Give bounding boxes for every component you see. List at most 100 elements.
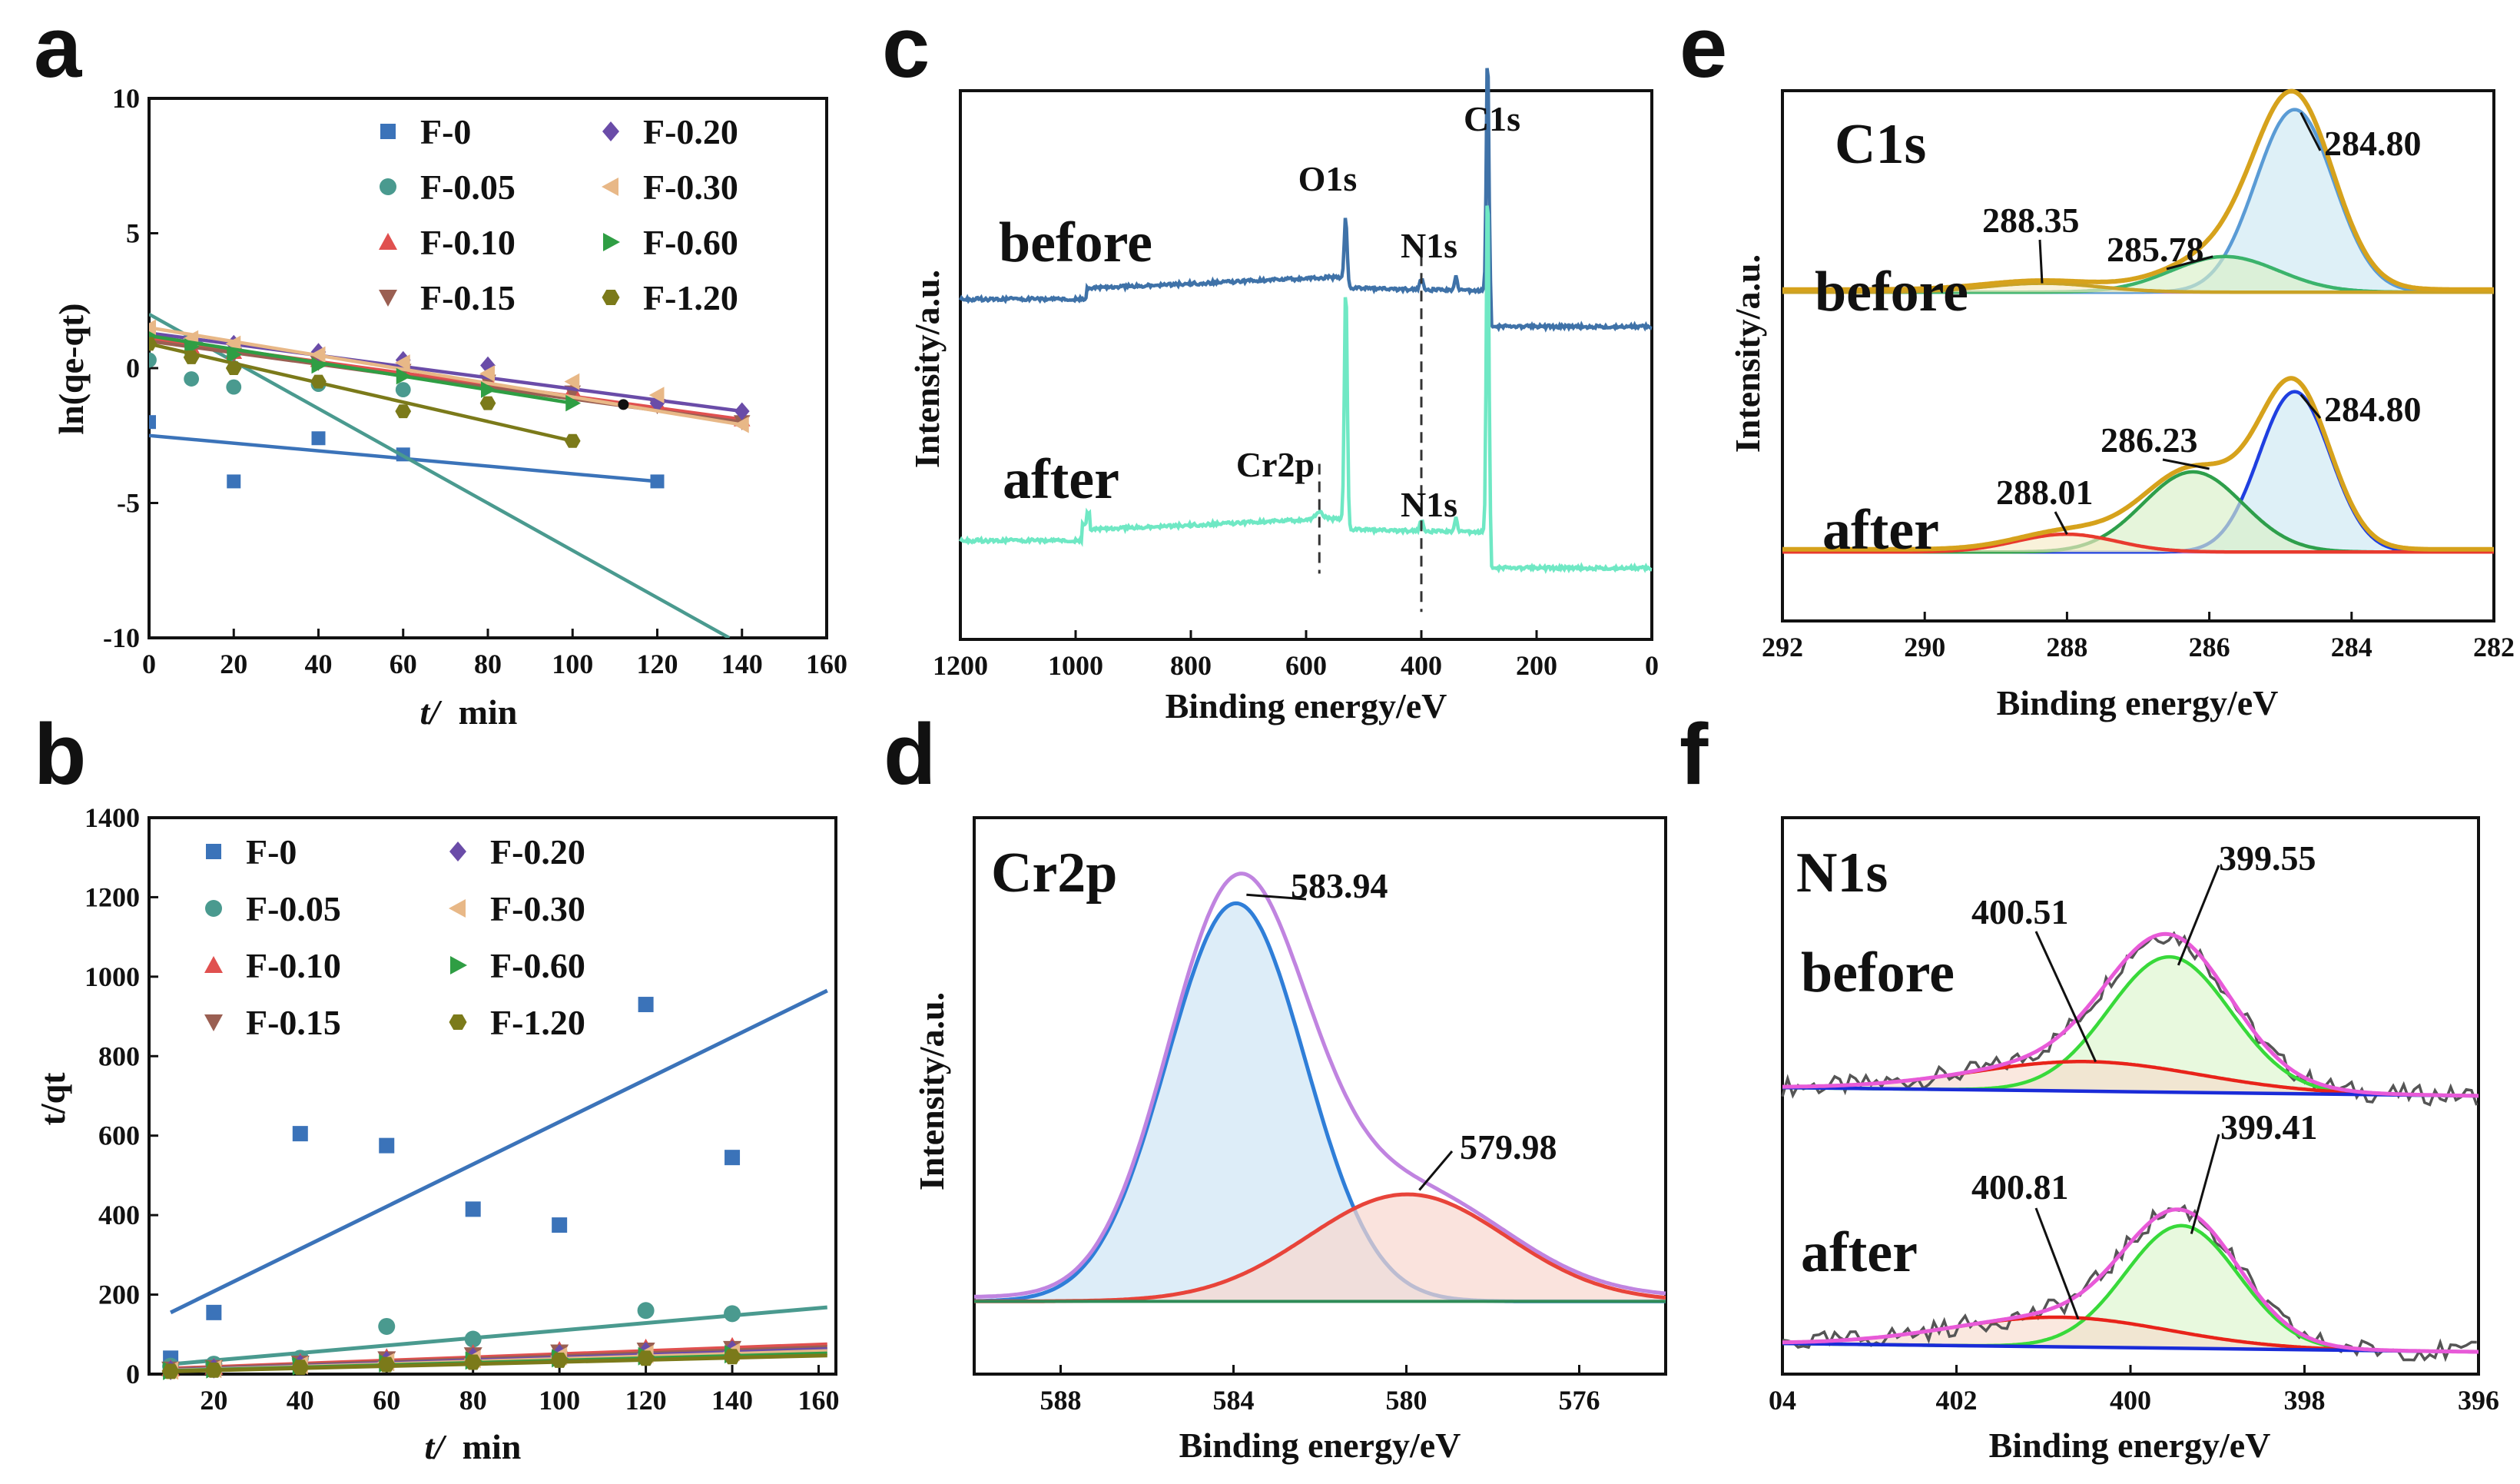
peak-value-before-399-55: 399.55: [2219, 838, 2316, 878]
peak-value-after-400-81: 400.81: [1971, 1167, 2069, 1207]
x-tick-label: 140: [711, 1385, 753, 1416]
envelope-curve: [974, 871, 1666, 1299]
inset-title-n1s: N1s: [1796, 842, 1888, 905]
peak-value-before-288-35: 288.35: [1982, 201, 2080, 240]
x-tick-label: 290: [1904, 632, 1945, 662]
peak-value-after-288-01: 288.01: [1996, 473, 2094, 512]
legend-marker-F-1.20: [449, 1014, 467, 1030]
peak-label-n1s-before: N1s: [1401, 226, 1457, 265]
y-tick-label: 0: [126, 1359, 140, 1389]
x-tick-label: 576: [1559, 1385, 1600, 1416]
legend-label-F-0: F-0: [246, 832, 297, 871]
panel-f: f 04 402 400 398 396 N1s before after 399.55 400.5…: [1679, 706, 2499, 1465]
x-axis-label-a: min: [459, 692, 518, 732]
x-axis-label-b: min: [463, 1427, 522, 1466]
x-tick-label: 580: [1386, 1385, 1427, 1416]
peak-fill-before-399.55: [1782, 957, 2479, 1096]
y-tick-label: -5: [117, 488, 140, 519]
leader-583: [1246, 893, 1307, 901]
x-tick-label: 60: [390, 649, 417, 679]
legend-label-F-0.10: F-0.10: [246, 946, 341, 985]
point-F-1.20: [161, 1363, 180, 1379]
stray-dot: [618, 399, 629, 410]
point-F-0.30: [310, 346, 326, 364]
point-F-1.20: [377, 1356, 396, 1373]
y-tick-label: -10: [103, 622, 140, 653]
curve-label-before: before: [1815, 261, 1968, 324]
legend-marker-F-0.10: [379, 233, 397, 250]
panel-d: d 588 584 580 576 Cr2p 583.94 579.98 Binding ene…: [884, 706, 1667, 1465]
x-tick-label: 284: [2331, 632, 2372, 662]
curve-label-before: before: [1801, 941, 1955, 1004]
y-tick-label: 1200: [85, 881, 140, 912]
legend-label-F-0.15: F-0.15: [420, 278, 516, 317]
peak-curve-before-288.35: [1782, 281, 2494, 294]
panel-a: a 0 20 40 60 80 100 120 140 160 10 5 0 -5 -10 F-0 F-0.05…: [34, 0, 847, 732]
x-tick-label: 80: [459, 1385, 487, 1416]
x-tick-label: 288: [2046, 632, 2087, 662]
legend-label-F-0.10: F-0.10: [420, 223, 516, 262]
legend-label-F-0.30: F-0.30: [643, 168, 738, 207]
leader-after-284: [2300, 393, 2322, 419]
peak-fill-583.94: [974, 903, 1666, 1302]
x-tick-label: 1200: [933, 650, 988, 681]
peak-fill-after-286.23: [1782, 472, 2494, 553]
peak-fill-before-285.78: [1782, 256, 2494, 293]
point-F-0.20: [734, 402, 750, 420]
x-axis-label-d: Binding energy/eV: [1179, 1426, 1461, 1465]
point-F-0.30: [394, 354, 410, 371]
fit-line-F-0.05: [149, 312, 731, 638]
peak-fill-after-288.01: [1782, 534, 2494, 553]
fit-line-F-0: [170, 988, 828, 1315]
point-F-0: [638, 997, 654, 1013]
point-F-0.05: [637, 1302, 655, 1320]
y-axis-label-d: Intensity/a.u.: [912, 992, 951, 1190]
y-axis-label-e: Intensity/a.u.: [1728, 254, 1767, 453]
point-F-0.05: [464, 1330, 482, 1348]
peak-curve-after-288.01: [1782, 532, 2494, 554]
legend-label-F-1.20: F-1.20: [490, 1003, 585, 1042]
y-axis-label-c: Intensity/a.u.: [907, 270, 947, 468]
leader-before-285: [2166, 255, 2213, 271]
x-tick-label: 588: [1040, 1385, 1082, 1416]
point-F-0.05: [184, 371, 200, 387]
y-tick-label: 600: [98, 1120, 140, 1151]
point-F-1.20: [183, 350, 200, 364]
panel-label-e: e: [1679, 0, 1727, 95]
point-F-0.05: [395, 382, 411, 397]
legend-label-F-0.60: F-0.60: [643, 223, 738, 262]
legend-marker-F-0.05: [205, 900, 222, 917]
inset-title-cr2p: Cr2p: [991, 842, 1117, 905]
inset-title-c1s: C1s: [1835, 113, 1926, 176]
point-F-0: [292, 1126, 308, 1142]
point-F-0.60: [565, 394, 582, 412]
legend-marker-F-0: [380, 124, 396, 139]
point-F-1.20: [637, 1350, 655, 1366]
curve-label-after: after: [1822, 499, 1939, 562]
legend-label-F-0.15: F-0.15: [246, 1003, 341, 1042]
x-tick-label: 140: [721, 649, 763, 679]
y-tick-label: 400: [98, 1200, 140, 1230]
fit-line-F-0.30: [149, 326, 743, 427]
leader-before-400: [2034, 931, 2097, 1063]
y-tick-label: 1000: [85, 961, 140, 992]
leader-before-399: [2177, 865, 2220, 966]
plot-area-a: [149, 312, 751, 638]
panel-e: e 292 290 288 286 284 282 C1s before after 284.80 2…: [1679, 0, 2515, 722]
y-tick-label: 1400: [85, 802, 140, 833]
x-axis-label-b-var: t/: [424, 1427, 447, 1466]
legend-label-F-1.20: F-1.20: [643, 278, 738, 317]
peak-label-c1s: C1s: [1464, 99, 1520, 138]
peak-label-o1s: O1s: [1298, 159, 1358, 198]
x-tick-label: 286: [2189, 632, 2230, 662]
panel-label-a: a: [34, 0, 82, 95]
legend-label-F-0.30: F-0.30: [490, 889, 585, 928]
leader-before-284: [2300, 111, 2322, 151]
peak-value-before-284-80: 284.80: [2324, 124, 2422, 163]
curve-label-before: before: [999, 211, 1152, 274]
x-tick-label: 396: [2458, 1385, 2499, 1416]
plot-frame-b: [148, 816, 837, 1376]
baseline-before: [1782, 1085, 2479, 1098]
y-tick-label: 0: [126, 353, 140, 383]
envelope-before: [1782, 931, 2479, 1098]
